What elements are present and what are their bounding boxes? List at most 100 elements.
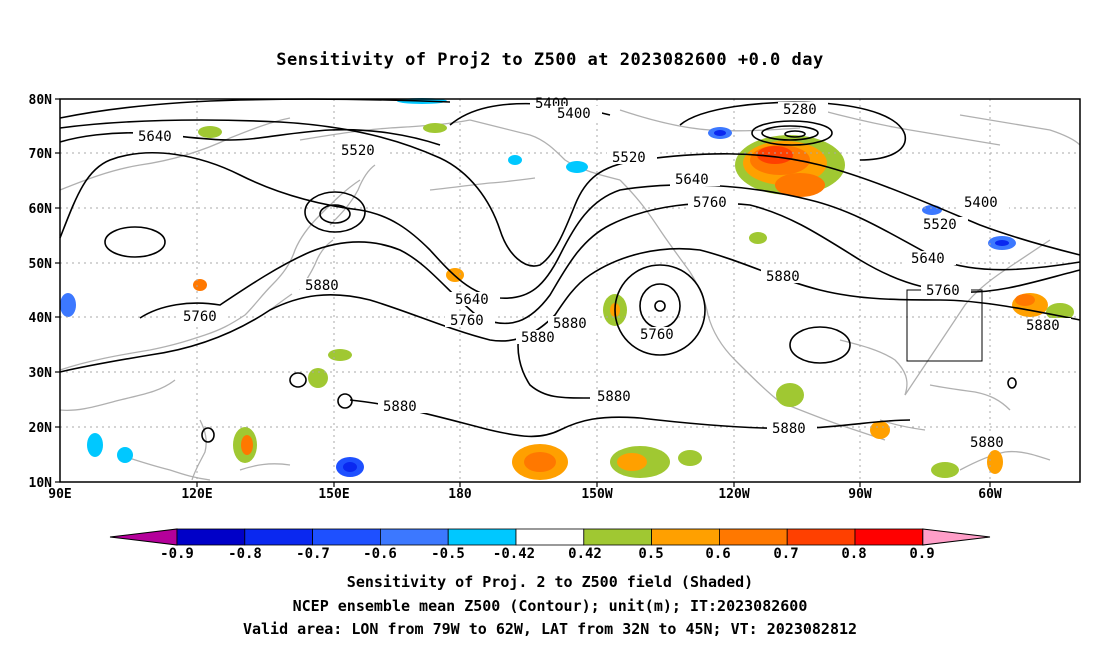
colorbar-swatch [447, 528, 517, 546]
shade-positive-blob [776, 383, 804, 407]
colorbar-tick-label: -0.6 [363, 546, 397, 562]
lat-tick-label: 80N [29, 93, 53, 108]
lon-tick-label: 90E [48, 487, 71, 502]
colorbar-tick-label: -0.9 [160, 546, 194, 562]
contour-label: 5880 [772, 421, 806, 437]
contour-label: 5880 [597, 389, 631, 405]
lat-tick-label: 20N [29, 421, 53, 436]
figure-title: Sensitivity of Proj2 to Z500 at 20230826… [276, 50, 824, 70]
lon-tick-label: 150E [318, 487, 349, 502]
colorbar-tick-label: 0.9 [909, 546, 934, 562]
plot-frame [59, 98, 1081, 483]
colorbar-tick-label: -0.8 [228, 546, 262, 562]
colorbar-swatch [515, 528, 585, 546]
sensitivity-shading [60, 98, 1074, 480]
colorbar-tick-label: 0.6 [705, 546, 730, 562]
lon-axis: 90E 120E 150E 180 150W 120W 90W 60W [48, 487, 1002, 502]
colorbar-swatch [244, 528, 314, 546]
contour-label: 5520 [341, 143, 375, 159]
contour-label: 5280 [783, 102, 817, 118]
coastlines [59, 109, 1081, 481]
colorbar-tick-label: -0.5 [431, 546, 465, 562]
shade-negative-blob [566, 161, 588, 173]
colorbar-swatch [312, 528, 381, 546]
shade-positive-blob [775, 173, 825, 197]
contour-label: 5880 [383, 399, 417, 415]
colorbar-tick-label: -0.7 [296, 546, 330, 562]
shade-negative-blob [995, 240, 1009, 246]
colorbar-left-arrow [109, 528, 178, 546]
contour-label-group: 5400 5400 5280 5640 5520 5520 5640 5760 … [133, 96, 1071, 451]
shade-positive-blob [931, 462, 959, 478]
height-contours [59, 98, 1081, 443]
contour-label: 5880 [305, 278, 339, 294]
shade-positive-blob [1015, 294, 1035, 306]
colorbar-tick-label: 0.7 [773, 546, 798, 562]
shade-positive-blob [423, 123, 447, 133]
colorbar-tick-label: 0.42 [568, 546, 602, 562]
shade-negative-blob [60, 293, 76, 317]
lat-ticks [55, 98, 60, 483]
shade-positive-blob [870, 421, 890, 439]
shade-positive-blob [328, 349, 352, 361]
lat-tick-label: 30N [29, 366, 53, 381]
contour-label: 5640 [911, 251, 945, 267]
shade-negative-blob [87, 433, 103, 457]
lon-tick-label: 120W [718, 487, 749, 502]
contour-label: 5880 [1026, 318, 1060, 334]
colorbar-tick-label: -0.42 [493, 546, 535, 562]
shade-positive-blob [241, 435, 253, 455]
contour-label: 5520 [612, 150, 646, 166]
contour-label: 5760 [450, 313, 484, 329]
contour-label: 5760 [640, 327, 674, 343]
shade-positive-blob [987, 450, 1003, 474]
colorbar-swatch [854, 528, 924, 546]
colorbar-swatch [176, 528, 246, 546]
colorbar [109, 528, 991, 546]
caption-line-2: NCEP ensemble mean Z500 (Contour); unit(… [292, 597, 808, 615]
contour-label: 5520 [923, 217, 957, 233]
colorbar-labels: -0.9 -0.8 -0.7 -0.6 -0.5 -0.42 0.42 0.5 … [160, 546, 935, 562]
shade-positive-blob [198, 126, 222, 138]
colorbar-swatch [719, 528, 788, 546]
shade-negative-blob [922, 205, 942, 215]
contour-label: 5760 [926, 283, 960, 299]
lat-tick-label: 60N [29, 202, 53, 217]
contour-label: 5400 [964, 195, 998, 211]
lon-ticks [196, 482, 991, 487]
colorbar-swatch [379, 528, 449, 546]
lon-tick-label: 90W [848, 487, 872, 502]
shade-negative-blob [714, 130, 726, 136]
lon-tick-label: 60W [978, 487, 1002, 502]
contour-label: 5640 [455, 292, 489, 308]
shade-positive-blob [193, 279, 207, 291]
colorbar-swatch [583, 528, 652, 546]
contour-label: 5880 [521, 330, 555, 346]
lat-tick-label: 40N [29, 311, 53, 326]
shade-negative-blob [508, 155, 522, 165]
caption-line-3: Valid area: LON from 79W to 62W, LAT fro… [242, 620, 858, 638]
colorbar-swatch [786, 528, 856, 546]
lat-axis: 80N 70N 60N 50N 40N 30N 20N 10N [29, 93, 53, 491]
lat-tick-label: 70N [29, 147, 53, 162]
shade-positive-blob [1046, 303, 1074, 321]
shade-positive-blob [678, 450, 702, 466]
shade-negative-blob [117, 447, 133, 463]
colorbar-right-arrow [922, 528, 991, 546]
contour-label: 5880 [553, 316, 587, 332]
contour-label: 5640 [675, 172, 709, 188]
colorbar-tick-label: 0.5 [638, 546, 663, 562]
shade-negative-blob [343, 462, 357, 472]
lat-tick-label: 50N [29, 257, 53, 272]
contour-label: 5880 [970, 435, 1004, 451]
shade-positive-blob [524, 452, 556, 472]
lon-tick-label: 150W [581, 487, 612, 502]
shade-positive-blob [617, 453, 647, 471]
shade-positive-blob [749, 232, 767, 244]
contour-label: 5640 [138, 129, 172, 145]
lon-tick-label: 180 [448, 487, 472, 502]
caption-line-1: Sensitivity of Proj. 2 to Z500 field (Sh… [346, 573, 754, 591]
contour-label: 5760 [183, 309, 217, 325]
contour-label: 5880 [766, 269, 800, 285]
